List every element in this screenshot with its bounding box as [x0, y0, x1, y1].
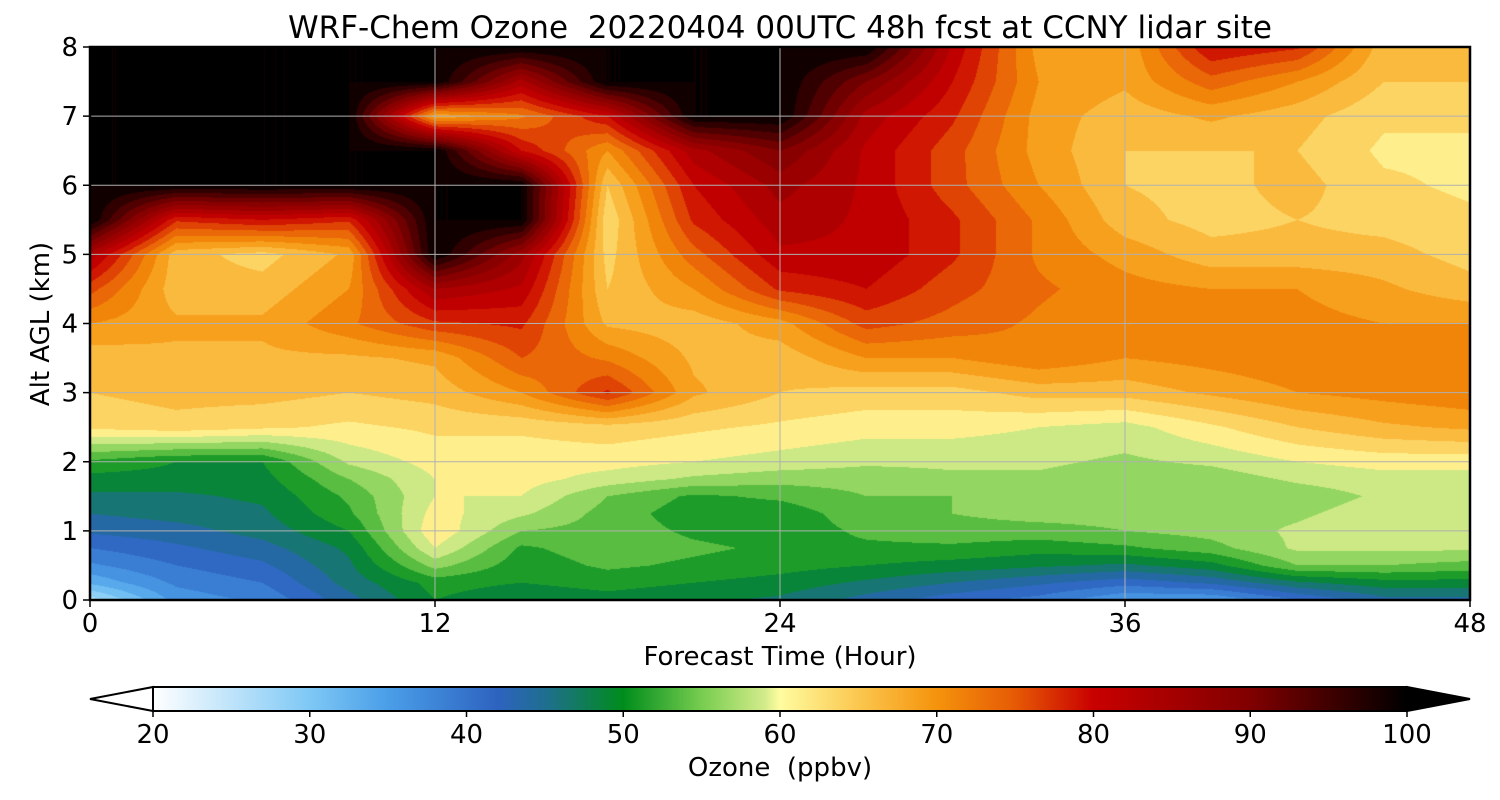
colorbar-low-extension — [89, 685, 154, 713]
y-tick-label: 8 — [61, 33, 78, 63]
x-axis: 0 12 24 36 48 — [82, 600, 1487, 639]
colorbar-tick-label: 50 — [607, 720, 640, 750]
plot-area — [88, 45, 1472, 602]
y-tick-label: 2 — [61, 448, 78, 478]
x-axis-label: Forecast Time (Hour) — [643, 642, 916, 672]
colorbar-label: Ozone (ppbv) — [688, 753, 872, 783]
y-tick-label: 4 — [61, 310, 78, 340]
colorbar-tick-label: 40 — [450, 720, 483, 750]
colorbar: 20 30 40 50 60 70 80 90 100 Ozone (ppbv) — [89, 685, 1471, 783]
colorbar-ticks: 20 30 40 50 60 70 80 90 100 — [136, 711, 1432, 750]
chart-title: WRF-Chem Ozone 20220404 00UTC 48h fcst a… — [288, 10, 1272, 46]
y-tick-label: 3 — [61, 379, 78, 409]
y-tick-label: 0 — [61, 586, 78, 616]
x-tick-label: 36 — [1108, 609, 1141, 639]
y-tick-label: 7 — [61, 102, 78, 132]
x-tick-label: 24 — [763, 609, 796, 639]
colorbar-tick-label: 60 — [763, 720, 796, 750]
colorbar-tick-label: 90 — [1234, 720, 1267, 750]
colorbar-tick-label: 20 — [136, 720, 169, 750]
grid-lines — [90, 47, 1470, 600]
y-tick-label: 1 — [61, 517, 78, 547]
colorbar-high-extension — [1406, 685, 1471, 713]
x-tick-label: 12 — [418, 609, 451, 639]
colorbar-tick-label: 30 — [293, 720, 326, 750]
y-tick-label: 5 — [61, 240, 78, 270]
colorbar-tick-label: 100 — [1382, 720, 1432, 750]
colorbar-tick-label: 70 — [920, 720, 953, 750]
x-tick-label: 48 — [1453, 609, 1486, 639]
y-axis: 0 1 2 3 4 5 6 7 8 — [61, 33, 90, 616]
colorbar-tick-label: 80 — [1077, 720, 1110, 750]
colorbar-gradient — [152, 686, 1408, 712]
x-tick-label: 0 — [82, 609, 99, 639]
y-tick-label: 6 — [61, 171, 78, 201]
y-axis-label: Alt AGL (km) — [26, 242, 56, 406]
